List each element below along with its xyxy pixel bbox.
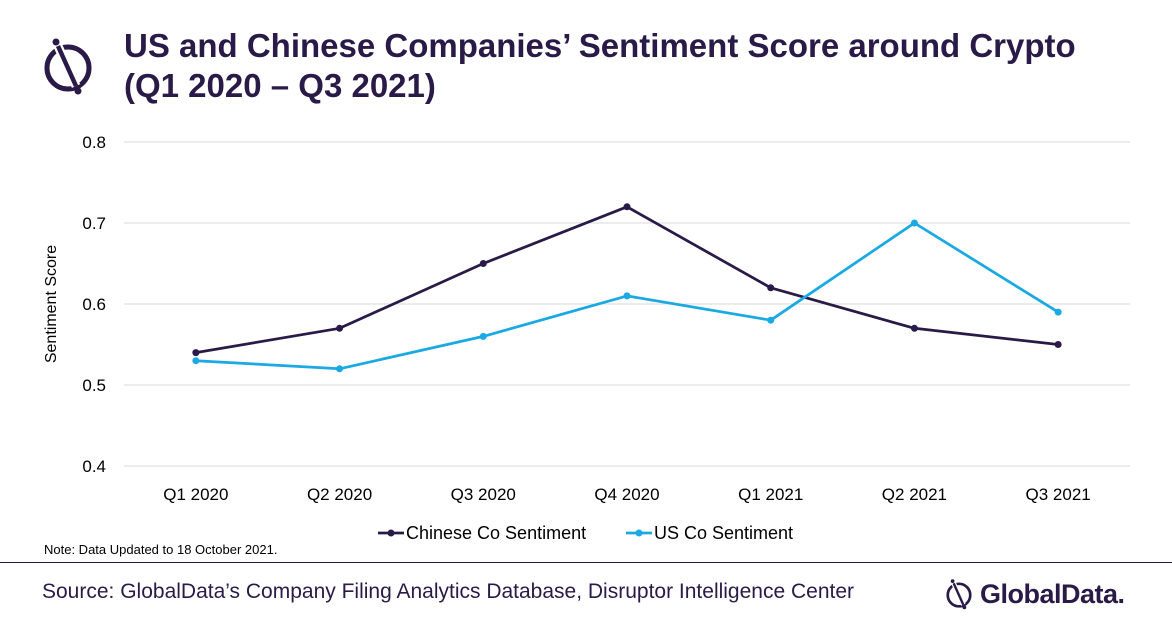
data-point <box>767 284 775 292</box>
globaldata-logo-icon <box>946 579 972 610</box>
legend-label: US Co Sentiment <box>654 523 793 543</box>
x-tick-label: Q2 2020 <box>307 485 372 504</box>
brand-logo: GlobalData. <box>944 576 1125 612</box>
x-tick-label: Q2 2021 <box>882 485 947 504</box>
chart-title-line-1: US and Chinese Companies’ Sentiment Scor… <box>124 27 1076 64</box>
legend-marker <box>387 529 395 537</box>
y-axis-label: Sentiment Score <box>43 245 60 363</box>
data-point <box>336 324 344 332</box>
data-point <box>910 219 918 227</box>
source-text: Source: GlobalData’s Company Filing Anal… <box>42 580 855 603</box>
data-point <box>479 332 487 340</box>
data-point <box>767 316 775 324</box>
data-point <box>336 365 344 373</box>
x-tick-label: Q1 2021 <box>738 485 803 504</box>
y-tick-label: 0.5 <box>82 376 106 395</box>
legend-marker <box>635 529 643 537</box>
y-tick-label: 0.4 <box>82 457 106 476</box>
data-point <box>623 292 631 300</box>
brand-name: GlobalData. <box>980 578 1125 609</box>
x-tick-label: Q1 2020 <box>163 485 228 504</box>
legend-label: Chinese Co Sentiment <box>406 523 586 543</box>
footer-divider <box>0 562 1172 563</box>
y-tick-label: 0.7 <box>82 214 106 233</box>
data-point <box>192 357 200 365</box>
series-line-0 <box>195 205 1059 354</box>
x-tick-label: Q4 2020 <box>594 485 659 504</box>
x-tick-label: Q3 2021 <box>1026 485 1091 504</box>
x-tick-label: Q3 2020 <box>451 485 516 504</box>
data-note: Note: Data Updated to 18 October 2021. <box>44 542 278 557</box>
data-point <box>1054 341 1062 348</box>
y-tick-label: 0.8 <box>82 133 106 152</box>
chart-title-line-2: (Q1 2020 – Q3 2021) <box>124 67 436 104</box>
data-point <box>479 260 487 267</box>
y-tick-label: 0.6 <box>82 295 106 314</box>
chart-title: US and Chinese Companies’ Sentiment Scor… <box>124 26 1144 106</box>
data-point <box>1054 308 1062 316</box>
data-point <box>623 203 631 211</box>
data-point <box>910 324 918 332</box>
globaldata-logo-icon <box>44 38 92 95</box>
data-point <box>192 349 200 357</box>
